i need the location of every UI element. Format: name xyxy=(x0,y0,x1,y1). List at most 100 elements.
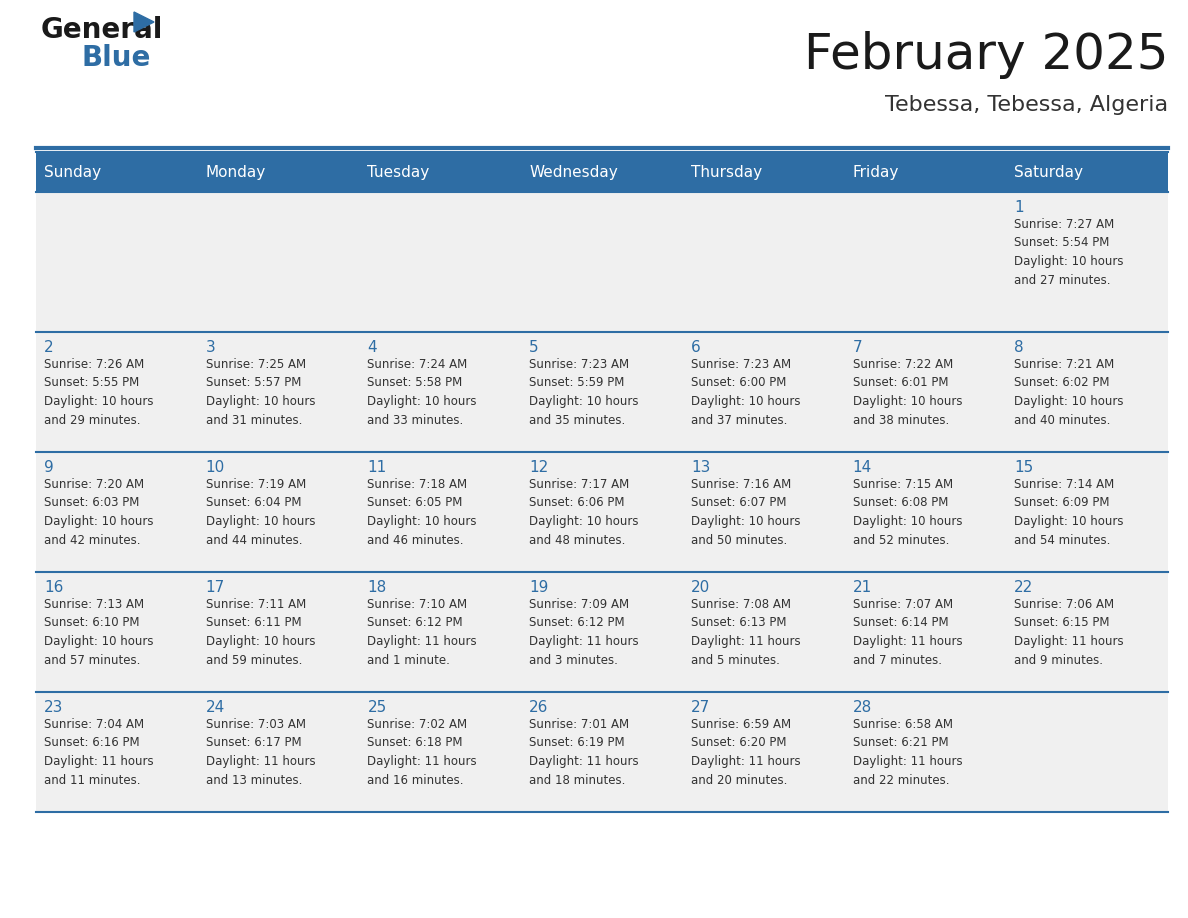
Text: Sunrise: 7:21 AM
Sunset: 6:02 PM
Daylight: 10 hours
and 40 minutes.: Sunrise: 7:21 AM Sunset: 6:02 PM Dayligh… xyxy=(1015,358,1124,427)
Text: 7: 7 xyxy=(853,340,862,355)
Text: Sunrise: 7:14 AM
Sunset: 6:09 PM
Daylight: 10 hours
and 54 minutes.: Sunrise: 7:14 AM Sunset: 6:09 PM Dayligh… xyxy=(1015,478,1124,546)
Bar xyxy=(36,572,197,692)
Text: 27: 27 xyxy=(691,700,710,715)
Text: 15: 15 xyxy=(1015,460,1034,475)
Text: 5: 5 xyxy=(529,340,539,355)
Bar xyxy=(845,332,1006,452)
Bar xyxy=(683,572,845,692)
Text: 24: 24 xyxy=(206,700,225,715)
Text: Sunrise: 7:01 AM
Sunset: 6:19 PM
Daylight: 11 hours
and 18 minutes.: Sunrise: 7:01 AM Sunset: 6:19 PM Dayligh… xyxy=(529,718,639,787)
Bar xyxy=(1006,692,1168,812)
Text: 8: 8 xyxy=(1015,340,1024,355)
Text: 2: 2 xyxy=(44,340,53,355)
Bar xyxy=(683,192,845,332)
Bar xyxy=(522,692,683,812)
Text: Sunrise: 6:58 AM
Sunset: 6:21 PM
Daylight: 11 hours
and 22 minutes.: Sunrise: 6:58 AM Sunset: 6:21 PM Dayligh… xyxy=(853,718,962,787)
Text: Sunrise: 7:15 AM
Sunset: 6:08 PM
Daylight: 10 hours
and 52 minutes.: Sunrise: 7:15 AM Sunset: 6:08 PM Dayligh… xyxy=(853,478,962,546)
Text: Sunrise: 7:09 AM
Sunset: 6:12 PM
Daylight: 11 hours
and 3 minutes.: Sunrise: 7:09 AM Sunset: 6:12 PM Dayligh… xyxy=(529,598,639,666)
Text: 9: 9 xyxy=(44,460,53,475)
Bar xyxy=(683,452,845,572)
Text: Sunrise: 7:10 AM
Sunset: 6:12 PM
Daylight: 11 hours
and 1 minute.: Sunrise: 7:10 AM Sunset: 6:12 PM Dayligh… xyxy=(367,598,478,666)
Bar xyxy=(845,692,1006,812)
Bar xyxy=(36,152,1168,192)
Text: Sunrise: 7:16 AM
Sunset: 6:07 PM
Daylight: 10 hours
and 50 minutes.: Sunrise: 7:16 AM Sunset: 6:07 PM Dayligh… xyxy=(691,478,801,546)
Text: 18: 18 xyxy=(367,580,386,595)
Text: 20: 20 xyxy=(691,580,710,595)
Text: 4: 4 xyxy=(367,340,377,355)
Text: Sunrise: 7:08 AM
Sunset: 6:13 PM
Daylight: 11 hours
and 5 minutes.: Sunrise: 7:08 AM Sunset: 6:13 PM Dayligh… xyxy=(691,598,801,666)
Text: Tuesday: Tuesday xyxy=(367,164,430,180)
Bar xyxy=(197,332,360,452)
Text: Sunrise: 7:11 AM
Sunset: 6:11 PM
Daylight: 10 hours
and 59 minutes.: Sunrise: 7:11 AM Sunset: 6:11 PM Dayligh… xyxy=(206,598,315,666)
Bar xyxy=(36,192,197,332)
Bar xyxy=(845,452,1006,572)
Bar xyxy=(1006,192,1168,332)
Text: Sunrise: 7:19 AM
Sunset: 6:04 PM
Daylight: 10 hours
and 44 minutes.: Sunrise: 7:19 AM Sunset: 6:04 PM Dayligh… xyxy=(206,478,315,546)
Text: 19: 19 xyxy=(529,580,549,595)
Text: Blue: Blue xyxy=(81,44,151,72)
Text: Sunrise: 7:04 AM
Sunset: 6:16 PM
Daylight: 11 hours
and 11 minutes.: Sunrise: 7:04 AM Sunset: 6:16 PM Dayligh… xyxy=(44,718,153,787)
Bar xyxy=(360,452,522,572)
Bar xyxy=(845,572,1006,692)
Text: Sunrise: 7:18 AM
Sunset: 6:05 PM
Daylight: 10 hours
and 46 minutes.: Sunrise: 7:18 AM Sunset: 6:05 PM Dayligh… xyxy=(367,478,476,546)
Text: Sunrise: 7:24 AM
Sunset: 5:58 PM
Daylight: 10 hours
and 33 minutes.: Sunrise: 7:24 AM Sunset: 5:58 PM Dayligh… xyxy=(367,358,476,427)
Polygon shape xyxy=(134,12,154,32)
Text: Sunrise: 7:22 AM
Sunset: 6:01 PM
Daylight: 10 hours
and 38 minutes.: Sunrise: 7:22 AM Sunset: 6:01 PM Dayligh… xyxy=(853,358,962,427)
Text: 23: 23 xyxy=(44,700,63,715)
Text: February 2025: February 2025 xyxy=(803,31,1168,79)
Bar xyxy=(522,192,683,332)
Text: Sunrise: 7:27 AM
Sunset: 5:54 PM
Daylight: 10 hours
and 27 minutes.: Sunrise: 7:27 AM Sunset: 5:54 PM Dayligh… xyxy=(1015,218,1124,286)
Bar xyxy=(1006,332,1168,452)
Bar xyxy=(197,452,360,572)
Bar xyxy=(683,692,845,812)
Bar xyxy=(36,332,197,452)
Bar xyxy=(360,572,522,692)
Bar xyxy=(197,692,360,812)
Text: General: General xyxy=(42,16,164,44)
Text: 10: 10 xyxy=(206,460,225,475)
Text: 28: 28 xyxy=(853,700,872,715)
Text: Sunrise: 7:17 AM
Sunset: 6:06 PM
Daylight: 10 hours
and 48 minutes.: Sunrise: 7:17 AM Sunset: 6:06 PM Dayligh… xyxy=(529,478,639,546)
Bar xyxy=(36,692,197,812)
Text: 16: 16 xyxy=(44,580,63,595)
Text: 12: 12 xyxy=(529,460,549,475)
Text: Saturday: Saturday xyxy=(1015,164,1083,180)
Text: Sunrise: 7:03 AM
Sunset: 6:17 PM
Daylight: 11 hours
and 13 minutes.: Sunrise: 7:03 AM Sunset: 6:17 PM Dayligh… xyxy=(206,718,315,787)
Text: 1: 1 xyxy=(1015,200,1024,215)
Text: Friday: Friday xyxy=(853,164,899,180)
Text: 22: 22 xyxy=(1015,580,1034,595)
Text: 14: 14 xyxy=(853,460,872,475)
Text: Sunrise: 7:20 AM
Sunset: 6:03 PM
Daylight: 10 hours
and 42 minutes.: Sunrise: 7:20 AM Sunset: 6:03 PM Dayligh… xyxy=(44,478,153,546)
Bar xyxy=(360,192,522,332)
Text: 13: 13 xyxy=(691,460,710,475)
Text: 21: 21 xyxy=(853,580,872,595)
Bar xyxy=(845,192,1006,332)
Bar xyxy=(522,572,683,692)
Text: Sunrise: 7:25 AM
Sunset: 5:57 PM
Daylight: 10 hours
and 31 minutes.: Sunrise: 7:25 AM Sunset: 5:57 PM Dayligh… xyxy=(206,358,315,427)
Bar xyxy=(360,332,522,452)
Text: 6: 6 xyxy=(691,340,701,355)
Text: Sunrise: 7:23 AM
Sunset: 5:59 PM
Daylight: 10 hours
and 35 minutes.: Sunrise: 7:23 AM Sunset: 5:59 PM Dayligh… xyxy=(529,358,639,427)
Bar xyxy=(360,692,522,812)
Text: 17: 17 xyxy=(206,580,225,595)
Bar xyxy=(197,192,360,332)
Bar xyxy=(683,332,845,452)
Bar xyxy=(1006,452,1168,572)
Text: Sunrise: 6:59 AM
Sunset: 6:20 PM
Daylight: 11 hours
and 20 minutes.: Sunrise: 6:59 AM Sunset: 6:20 PM Dayligh… xyxy=(691,718,801,787)
Text: Thursday: Thursday xyxy=(691,164,762,180)
Text: Sunrise: 7:06 AM
Sunset: 6:15 PM
Daylight: 11 hours
and 9 minutes.: Sunrise: 7:06 AM Sunset: 6:15 PM Dayligh… xyxy=(1015,598,1124,666)
Text: Sunrise: 7:26 AM
Sunset: 5:55 PM
Daylight: 10 hours
and 29 minutes.: Sunrise: 7:26 AM Sunset: 5:55 PM Dayligh… xyxy=(44,358,153,427)
Text: Sunrise: 7:07 AM
Sunset: 6:14 PM
Daylight: 11 hours
and 7 minutes.: Sunrise: 7:07 AM Sunset: 6:14 PM Dayligh… xyxy=(853,598,962,666)
Text: 26: 26 xyxy=(529,700,549,715)
Text: Sunrise: 7:23 AM
Sunset: 6:00 PM
Daylight: 10 hours
and 37 minutes.: Sunrise: 7:23 AM Sunset: 6:00 PM Dayligh… xyxy=(691,358,801,427)
Bar xyxy=(197,572,360,692)
Bar xyxy=(522,332,683,452)
Text: Sunrise: 7:02 AM
Sunset: 6:18 PM
Daylight: 11 hours
and 16 minutes.: Sunrise: 7:02 AM Sunset: 6:18 PM Dayligh… xyxy=(367,718,478,787)
Text: 3: 3 xyxy=(206,340,215,355)
Text: Monday: Monday xyxy=(206,164,266,180)
Text: Sunday: Sunday xyxy=(44,164,101,180)
Text: Sunrise: 7:13 AM
Sunset: 6:10 PM
Daylight: 10 hours
and 57 minutes.: Sunrise: 7:13 AM Sunset: 6:10 PM Dayligh… xyxy=(44,598,153,666)
Text: 25: 25 xyxy=(367,700,386,715)
Text: Tebessa, Tebessa, Algeria: Tebessa, Tebessa, Algeria xyxy=(885,95,1168,115)
Text: 11: 11 xyxy=(367,460,386,475)
